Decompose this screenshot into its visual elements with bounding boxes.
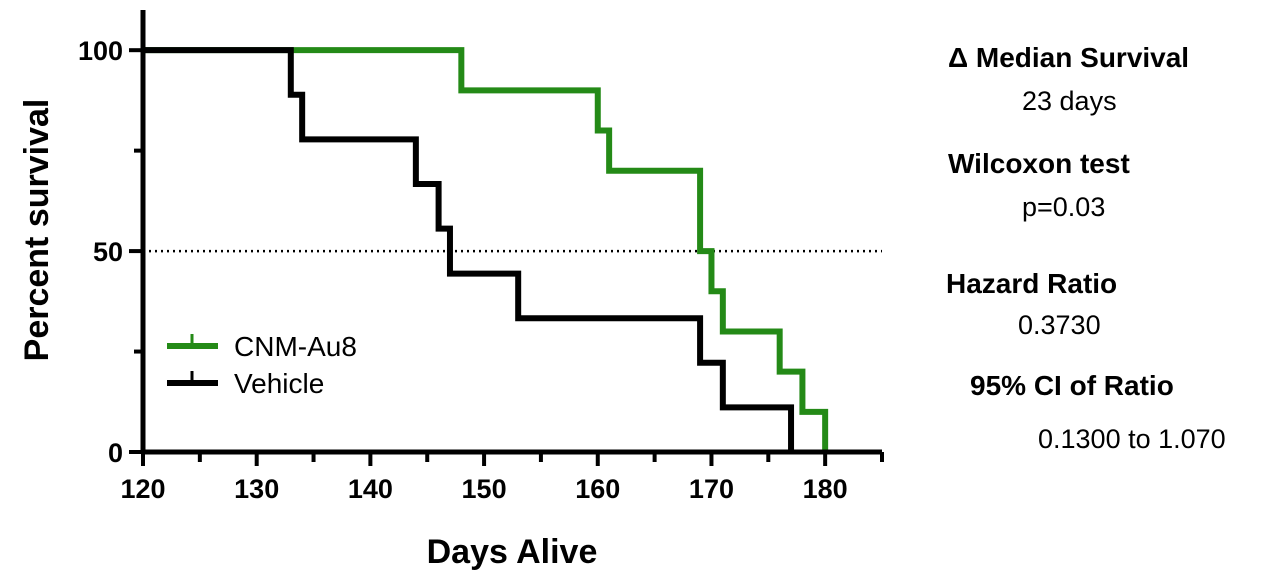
axes-layer: 120 130 140 150 160 170 180 0 50 100 <box>78 10 884 504</box>
median-survival-label: Δ Median Survival <box>948 42 1190 73</box>
series-line-cnm-au8 <box>143 47 829 452</box>
y-tick-label: 100 <box>78 36 123 66</box>
series-line-vehicle <box>143 47 795 452</box>
y-tick-label: 0 <box>108 438 123 468</box>
x-tick-label: 180 <box>803 474 848 504</box>
x-tick-label: 170 <box>689 474 734 504</box>
y-tick-label: 50 <box>93 237 123 267</box>
ci-value: 0.1300 to 1.070 <box>1038 424 1226 454</box>
survival-chart: 120 130 140 150 160 170 180 0 50 100 CNM-Au8 Vehic… <box>18 10 884 571</box>
x-tick-label: 140 <box>348 474 393 504</box>
x-tick-label: 130 <box>234 474 279 504</box>
series-layer <box>143 47 829 452</box>
wilcoxon-test-label: Wilcoxon test <box>948 148 1130 179</box>
x-tick-label: 160 <box>575 474 620 504</box>
x-tick-label: 150 <box>462 474 507 504</box>
ci-label: 95% CI of Ratio <box>970 370 1174 401</box>
hazard-ratio-value: 0.3730 <box>1018 310 1101 340</box>
wilcoxon-p-value: p=0.03 <box>1022 192 1106 222</box>
legend: CNM-Au8 Vehicle <box>167 331 357 399</box>
hazard-ratio-label: Hazard Ratio <box>946 268 1118 299</box>
legend-label-vehicle: Vehicle <box>234 368 324 399</box>
x-axis-title: Days Alive <box>427 533 598 571</box>
legend-label-cnm-au8: CNM-Au8 <box>234 331 357 362</box>
x-tick-label: 120 <box>120 474 165 504</box>
stats-panel: Δ Median Survival 23 days Wilcoxon test … <box>930 0 1276 572</box>
y-axis-title: Percent survival <box>18 99 56 362</box>
median-survival-value: 23 days <box>1022 86 1117 116</box>
